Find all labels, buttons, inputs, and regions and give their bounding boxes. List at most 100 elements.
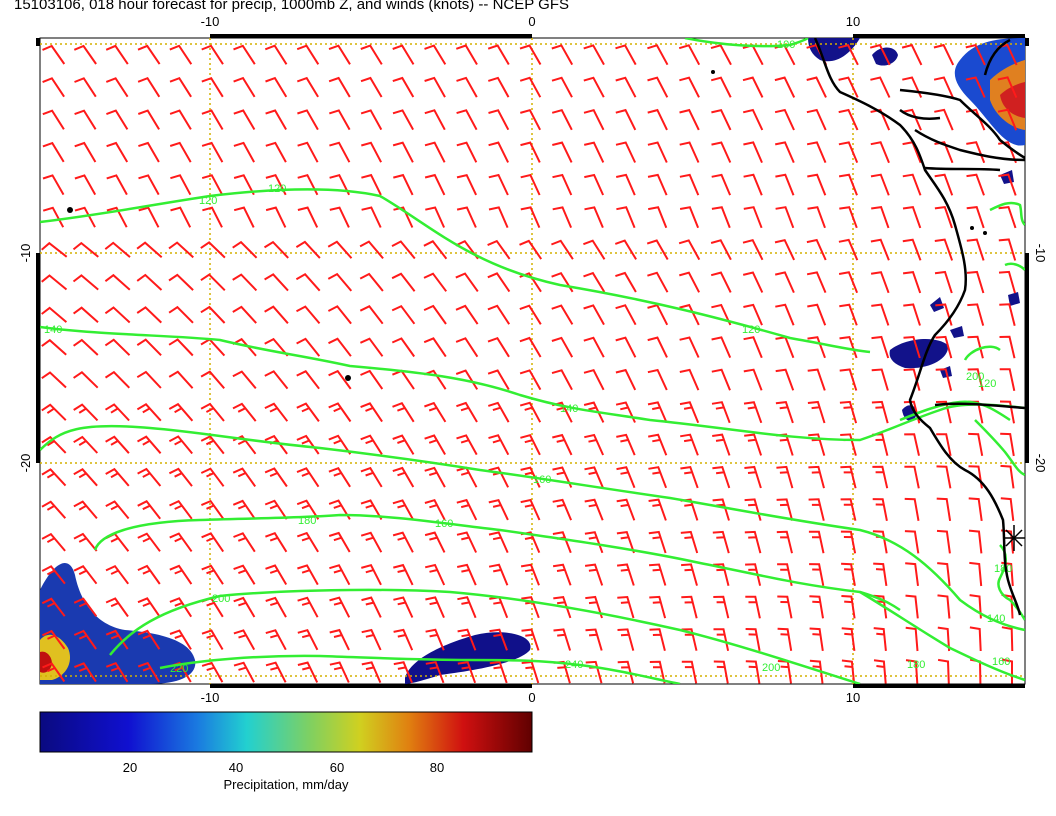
- wind-barb: [201, 141, 224, 163]
- wind-barb: [265, 109, 287, 131]
- wind-barb: [966, 238, 985, 261]
- wind-barb: [329, 564, 351, 586]
- wind-barb: [42, 44, 66, 65]
- wind-barb: [870, 141, 890, 164]
- wind-barb: [168, 467, 193, 487]
- wind-barb: [138, 141, 160, 163]
- wind-barb: [745, 563, 762, 586]
- wind-barb: [327, 272, 353, 292]
- wind-barb: [41, 597, 66, 617]
- wind-barb: [329, 206, 350, 228]
- wind-barb: [905, 562, 919, 587]
- wind-barb: [232, 499, 256, 520]
- wind-barb: [871, 368, 889, 391]
- frame-segment: [853, 684, 1025, 688]
- wind-barb: [393, 206, 414, 228]
- country-border-5: [924, 166, 1001, 172]
- wind-barb: [392, 109, 414, 131]
- wind-barb: [552, 433, 573, 456]
- wind-barb: [839, 303, 858, 326]
- contour-label: 140: [987, 613, 1005, 625]
- wind-barb: [809, 659, 824, 684]
- tick-label-bottom: -10: [201, 690, 220, 705]
- wind-barb: [329, 661, 350, 683]
- contour-label: 140: [560, 403, 578, 415]
- frame-segment: [210, 684, 532, 688]
- wind-barb: [902, 271, 922, 294]
- wind-barb: [871, 335, 890, 359]
- wind-barb: [583, 304, 605, 326]
- wind-barb: [297, 206, 319, 228]
- wind-barb: [616, 466, 636, 489]
- wind-barb: [681, 660, 698, 684]
- wind-barb: [137, 435, 162, 454]
- wind-barb: [680, 433, 699, 456]
- contour-labels: 100 120 120 120 120 140 140 140 160 160 …: [44, 39, 1012, 675]
- wind-barb: [870, 108, 891, 131]
- wind-barb: [456, 109, 478, 131]
- wind-barb: [616, 433, 636, 456]
- precip-hot-northeast: [1000, 82, 1025, 118]
- wind-barb: [233, 141, 255, 163]
- country-border-1: [899, 88, 1025, 160]
- wind-barb: [615, 401, 636, 423]
- wind-barb: [936, 529, 951, 554]
- wind-barb: [838, 238, 859, 261]
- contour-line-200a: [109, 588, 861, 684]
- wind-barb: [42, 174, 65, 196]
- country-border-6: [899, 108, 941, 120]
- wind-barb: [711, 173, 732, 196]
- wind-barb: [106, 206, 128, 228]
- wind-barb: [73, 629, 97, 650]
- wind-barb: [392, 434, 415, 455]
- station-marker: [1003, 525, 1025, 551]
- wind-barb: [520, 434, 541, 456]
- wind-barbs: [41, 43, 1018, 684]
- wind-barb: [201, 564, 224, 585]
- wind-barb: [73, 338, 99, 356]
- wind-barb: [104, 338, 131, 356]
- wind-barb: [425, 206, 446, 228]
- wind-barb: [296, 76, 319, 98]
- wind-barb: [840, 498, 857, 521]
- wind-barb: [903, 303, 921, 326]
- wind-barb: [744, 465, 762, 489]
- wind-barb: [937, 658, 950, 684]
- wind-barb: [647, 76, 669, 98]
- wind-barb: [106, 174, 128, 196]
- wind-barb: [393, 628, 414, 651]
- wind-barb: [552, 498, 573, 521]
- wind-barb: [679, 271, 700, 293]
- island: [67, 207, 73, 213]
- frame-segment: [853, 34, 1025, 38]
- wind-barb: [838, 141, 859, 163]
- frame-segment: [210, 34, 532, 38]
- wind-barb: [584, 498, 604, 521]
- wind-barb: [1001, 626, 1014, 652]
- wind-barb: [584, 563, 604, 586]
- wind-barb: [777, 563, 793, 587]
- wind-barb: [838, 76, 859, 98]
- wind-barb: [934, 173, 954, 196]
- wind-barb: [679, 108, 700, 131]
- wind-barb: [232, 402, 257, 422]
- wind-barb: [873, 627, 887, 652]
- wind-barb: [904, 465, 920, 489]
- wind-barb: [743, 206, 763, 229]
- wind-barb: [296, 370, 320, 390]
- wind-barb: [903, 335, 921, 359]
- wind-barb: [551, 44, 574, 66]
- wind-barb: [41, 435, 67, 454]
- wind-barb: [617, 660, 635, 684]
- wind-barb: [873, 659, 887, 684]
- wind-barb: [169, 532, 193, 552]
- wind-barb: [551, 369, 573, 391]
- wind-barb: [616, 531, 635, 554]
- wind-barb: [774, 76, 796, 98]
- contour-label: 180: [907, 659, 925, 671]
- wind-barb: [392, 499, 414, 521]
- wind-barb: [105, 44, 129, 65]
- wind-barb: [328, 109, 351, 131]
- wind-barb: [41, 371, 67, 389]
- wind-barb: [265, 531, 288, 553]
